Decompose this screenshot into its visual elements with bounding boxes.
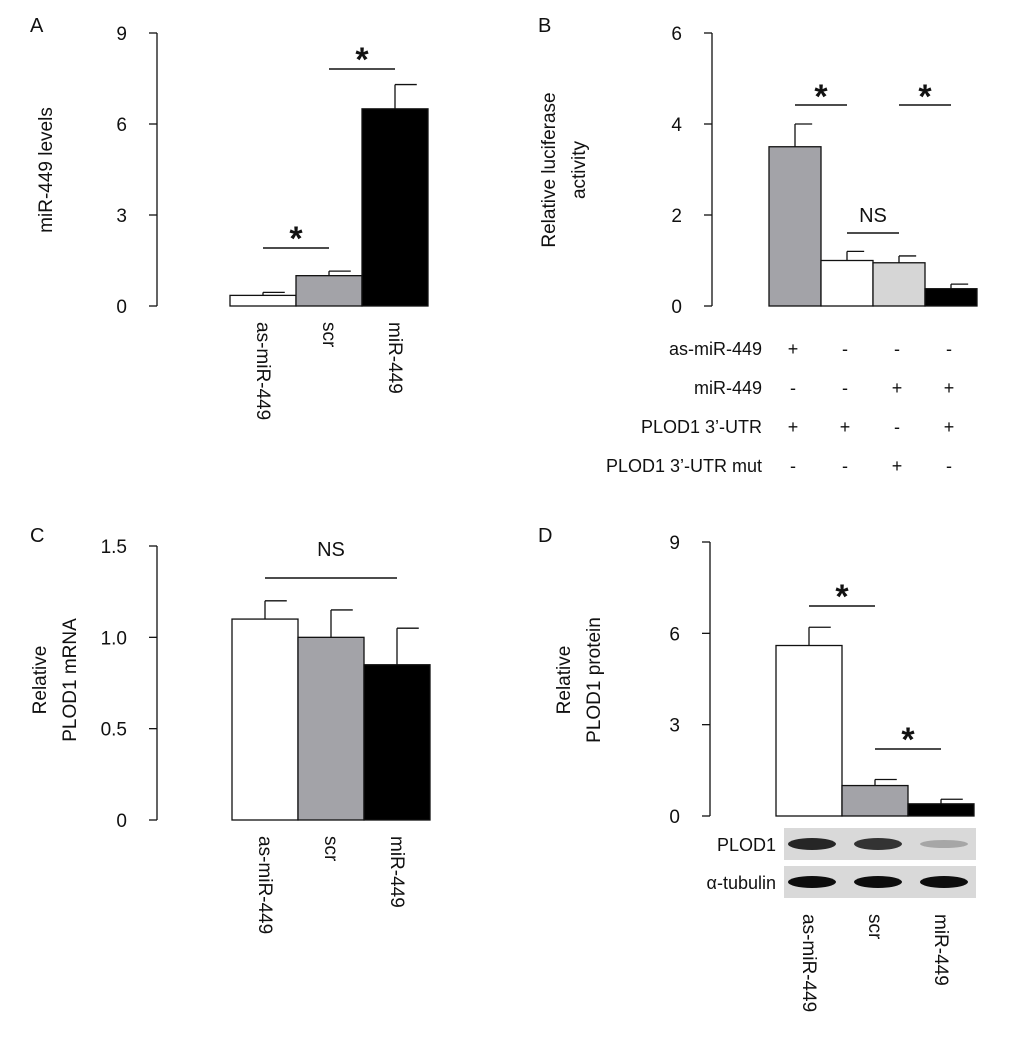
panel-b-chart: 0 2 4 6 Relative luciferase activity * NS * as-mi…	[539, 24, 978, 476]
bar	[924, 288, 978, 307]
y-tick-label: 3	[669, 716, 680, 737]
significance-label: *	[835, 578, 849, 616]
blot-band	[920, 876, 968, 888]
condition-mark: +	[944, 417, 955, 437]
condition-mark: -	[946, 339, 952, 359]
condition-mark: +	[892, 456, 903, 476]
condition-mark: +	[944, 378, 955, 398]
y-tick-label: 0	[669, 807, 680, 828]
y-axis-label: activity	[569, 140, 590, 199]
category-label: miR-449	[384, 322, 405, 394]
significance-label: *	[289, 220, 303, 258]
blot-band	[788, 876, 836, 888]
y-axis-label: PLOD1 protein	[584, 617, 605, 743]
bar	[297, 636, 365, 821]
y-tick-label: 4	[671, 115, 682, 136]
bar	[872, 262, 926, 307]
category-label: scr	[318, 322, 339, 348]
significance-label: NS	[317, 539, 345, 561]
category-label: scr	[864, 914, 885, 940]
blot-label: α-tubulin	[707, 873, 776, 893]
y-tick-label: 9	[116, 24, 127, 45]
bar	[295, 275, 363, 307]
condition-mark: -	[842, 339, 848, 359]
y-axis-label: miR-449 levels	[36, 107, 57, 233]
significance-label: *	[901, 721, 915, 759]
category-label: scr	[320, 836, 341, 862]
bar	[229, 294, 297, 307]
panel-a-chart: 0 3 6 9 miR-449 levels * * as-miR-449 scr miR-449	[36, 24, 429, 420]
condition-label: miR-449	[694, 378, 762, 398]
panel-label-a: A	[30, 15, 44, 37]
condition-mark: +	[840, 417, 851, 437]
significance-label: *	[355, 41, 369, 79]
category-label: miR-449	[386, 836, 407, 908]
panel-label-b: B	[538, 15, 551, 37]
condition-mark: -	[894, 417, 900, 437]
blot-band	[788, 838, 836, 850]
y-tick-label: 3	[116, 206, 127, 227]
condition-mark: -	[790, 378, 796, 398]
blot-label: PLOD1	[717, 835, 776, 855]
y-axis-label: Relative	[554, 646, 575, 715]
significance-label: *	[814, 78, 828, 116]
y-tick-label: 1.5	[101, 537, 127, 558]
category-label: as-miR-449	[254, 836, 275, 934]
significance-label: NS	[859, 205, 887, 227]
condition-mark: +	[892, 378, 903, 398]
condition-mark: -	[790, 456, 796, 476]
panel-label-c: C	[30, 525, 44, 547]
blot-band	[920, 840, 968, 848]
y-axis-label: Relative	[30, 646, 51, 715]
bar	[841, 784, 909, 817]
bar	[775, 644, 843, 817]
blot-band	[854, 838, 902, 850]
y-tick-label: 1.0	[101, 628, 127, 649]
condition-label: as-miR-449	[669, 339, 762, 359]
condition-label: PLOD1 3’-UTR	[641, 417, 762, 437]
bar	[231, 618, 299, 821]
y-axis-label: PLOD1 mRNA	[60, 618, 81, 742]
condition-mark: -	[894, 339, 900, 359]
panel-c-chart: 0 0.5 1.0 1.5 Relative PLOD1 mRNA NS as-miR-449…	[30, 537, 431, 934]
condition-label: PLOD1 3’-UTR mut	[606, 456, 762, 476]
condition-mark: -	[842, 456, 848, 476]
bar	[907, 803, 975, 817]
panel-d-chart: 0 3 6 9 Relative PLOD1 protein * * as-miR-449 scr…	[554, 533, 976, 1012]
panel-label-d: D	[538, 525, 552, 547]
y-tick-label: 0.5	[101, 720, 127, 741]
condition-mark: +	[788, 417, 799, 437]
significance-label: *	[918, 78, 932, 116]
y-tick-label: 9	[669, 533, 680, 554]
category-label: as-miR-449	[252, 322, 273, 420]
condition-mark: -	[946, 456, 952, 476]
y-tick-label: 0	[116, 297, 127, 318]
bar	[363, 664, 431, 821]
blot-band	[854, 876, 902, 888]
category-label: as-miR-449	[798, 914, 819, 1012]
condition-mark: +	[788, 339, 799, 359]
condition-mark: -	[842, 378, 848, 398]
bar	[768, 146, 822, 307]
y-tick-label: 2	[671, 206, 682, 227]
category-label: miR-449	[930, 914, 951, 986]
y-axis-label: Relative luciferase	[539, 92, 560, 247]
bar	[820, 259, 874, 307]
y-tick-label: 6	[116, 115, 127, 136]
y-tick-label: 6	[671, 24, 682, 45]
bar	[361, 108, 429, 307]
y-tick-label: 6	[669, 624, 680, 645]
y-tick-label: 0	[116, 811, 127, 832]
y-tick-label: 0	[671, 297, 682, 318]
